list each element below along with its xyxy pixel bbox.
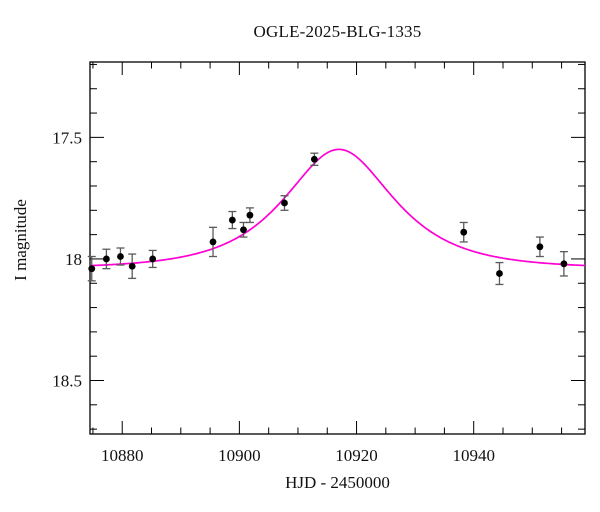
- data-point: [88, 265, 96, 273]
- x-tick-label: 10940: [452, 446, 495, 465]
- chart-title: OGLE-2025-BLG-1335: [253, 22, 422, 41]
- data-point: [103, 255, 110, 263]
- x-tick-label: 10900: [218, 446, 261, 465]
- data-point: [209, 238, 217, 246]
- data-point: [310, 155, 318, 163]
- model-curve: [89, 148, 586, 267]
- x-axis-title: HJD - 2450000: [285, 473, 390, 492]
- data-point: [128, 262, 136, 270]
- data-point: [560, 260, 568, 268]
- plot-frame: [89, 61, 586, 435]
- data-point: [460, 228, 468, 236]
- x-tick-label: 10880: [101, 446, 144, 465]
- y-tick-label: 17.5: [52, 128, 82, 147]
- y-tick-label: 18.5: [52, 372, 82, 391]
- x-tick-label: 10920: [335, 446, 378, 465]
- data-point: [246, 211, 254, 219]
- data-point: [536, 243, 544, 251]
- y-tick-label: 18: [65, 250, 82, 269]
- data-point: [240, 226, 247, 234]
- data-point: [149, 255, 157, 263]
- data-point: [281, 199, 288, 207]
- data-point: [496, 270, 503, 277]
- data-point: [117, 253, 124, 260]
- data-point: [228, 216, 236, 224]
